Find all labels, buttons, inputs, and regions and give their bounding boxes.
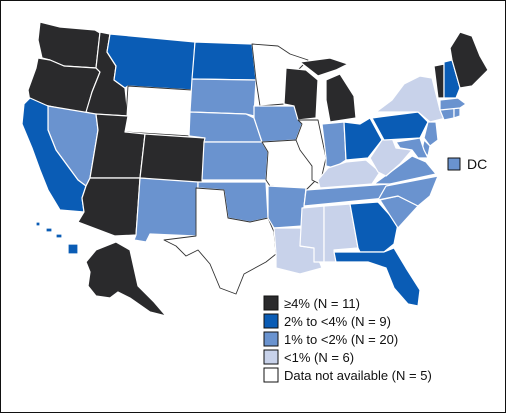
state-wisconsin [283, 67, 319, 121]
state-new-hampshire [443, 59, 461, 99]
legend-label-na: Data not available (N = 5) [284, 368, 432, 383]
states-layer [21, 21, 489, 317]
state-new-jersey [423, 121, 439, 147]
state-hawaii-4 [67, 243, 79, 255]
state-colorado [139, 133, 206, 185]
state-pennsylvania [371, 111, 429, 141]
state-florida [333, 247, 421, 307]
legend-label-ge4: ≥4% (N = 11) [284, 296, 360, 311]
state-new-mexico [133, 177, 199, 243]
state-montana [106, 33, 196, 91]
state-texas [163, 187, 277, 295]
state-massachusetts [439, 97, 467, 111]
state-kentucky [317, 159, 381, 189]
state-kansas [201, 141, 269, 181]
state-georgia [349, 201, 399, 253]
state-hawaii-3 [55, 233, 63, 239]
state-maryland [395, 137, 429, 159]
state-south-dakota [189, 78, 257, 117]
state-iowa [253, 105, 303, 143]
state-michigan [299, 57, 349, 77]
state-michigan-lower [325, 73, 357, 123]
legend-label-c2to4: 2% to <4% (N = 9) [284, 314, 391, 329]
legend: ≥4% (N = 11) 2% to <4% (N = 9) 1% to <2% (… [263, 295, 432, 383]
state-dc-marker [447, 157, 461, 171]
state-illinois [295, 119, 327, 185]
state-nebraska [188, 111, 263, 143]
state-arizona [77, 177, 141, 237]
legend-swatch-ge4 [263, 295, 279, 311]
legend-label-lt1: <1% (N = 6) [284, 350, 354, 365]
state-hawaii-2 [45, 227, 53, 233]
legend-label-c1to2: 1% to <2% (N = 20) [284, 332, 398, 347]
state-hawaii [35, 221, 41, 227]
legend-swatch-c1to2 [263, 331, 279, 347]
state-maine [449, 31, 489, 89]
dc-label: DC [467, 156, 487, 172]
state-wyoming [124, 85, 193, 137]
legend-swatch-c2to4 [263, 313, 279, 329]
legend-swatch-lt1 [263, 349, 279, 365]
legend-swatch-na [263, 367, 279, 383]
state-alaska [85, 241, 167, 317]
state-arkansas [267, 185, 307, 229]
state-rhode-island [453, 107, 461, 119]
state-north-carolina [377, 175, 439, 207]
state-north-dakota [191, 41, 257, 81]
state-new-york [375, 75, 447, 123]
state-indiana [321, 121, 347, 169]
